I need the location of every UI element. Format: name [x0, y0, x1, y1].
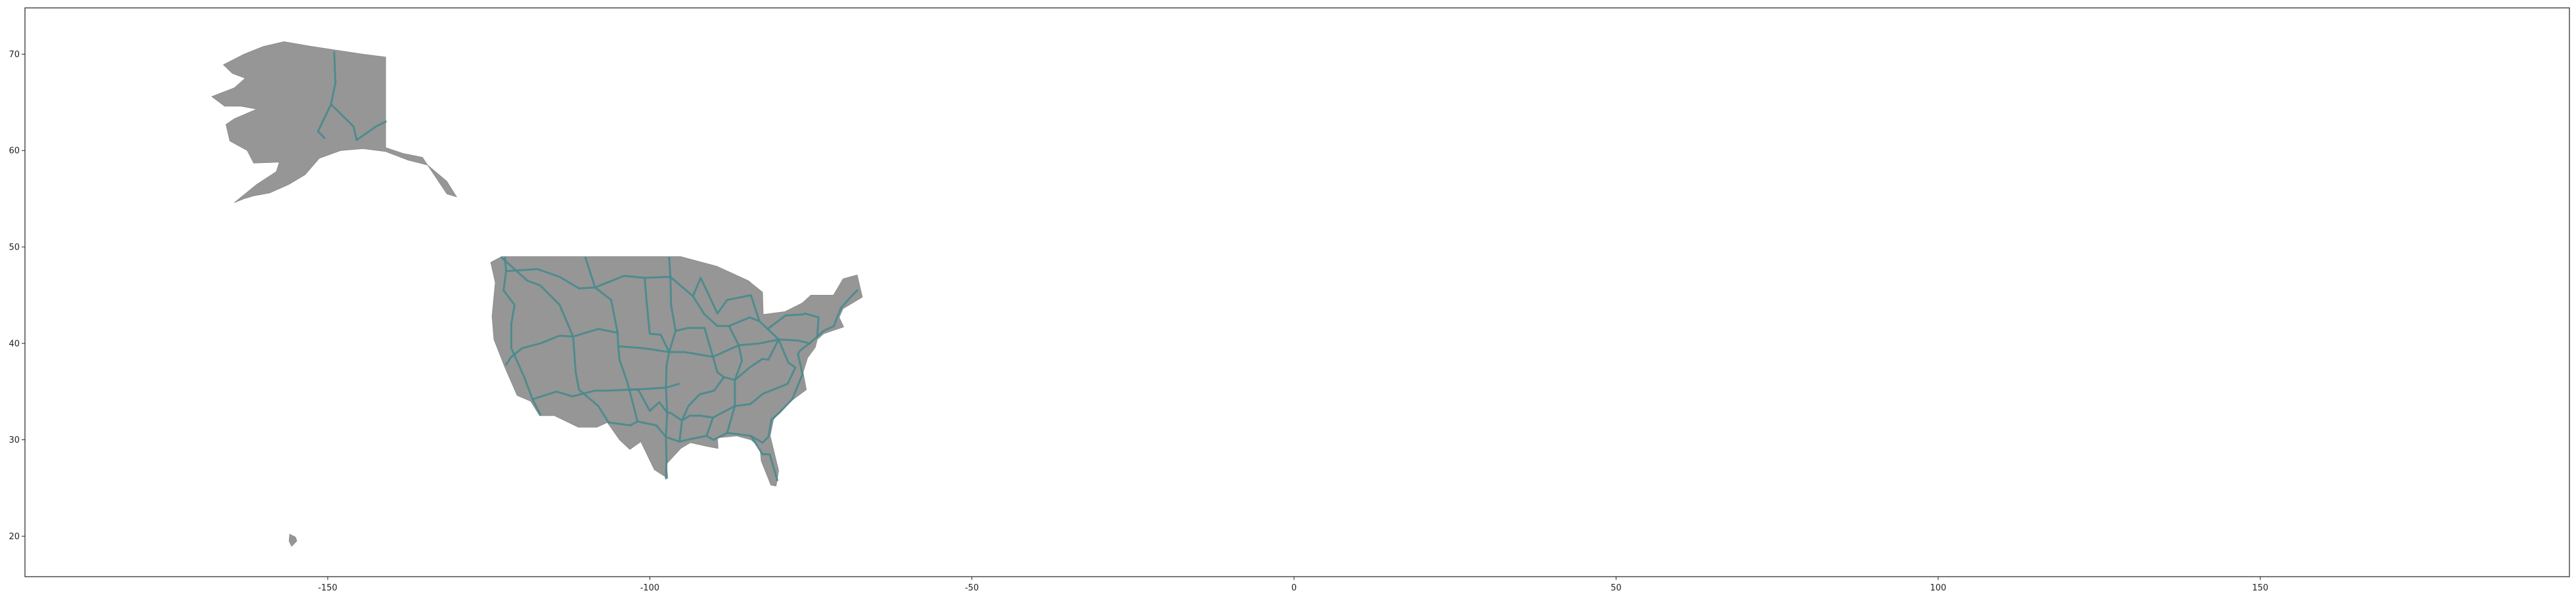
axes-frame — [24, 7, 2570, 577]
pipeline-line — [816, 289, 858, 338]
x-tick-label: 150 — [2252, 583, 2269, 593]
x-tick-label: -50 — [965, 583, 979, 593]
pipeline-line — [644, 277, 671, 353]
pipeline-line — [317, 103, 332, 139]
y-tick-label: 50 — [9, 243, 20, 253]
pipeline-line — [675, 326, 725, 378]
x-tick-label: -100 — [640, 583, 660, 593]
pipeline-line — [584, 256, 639, 423]
y-tick-label: 40 — [9, 339, 20, 349]
pipeline-line — [502, 256, 542, 416]
y-tick-label: 60 — [9, 146, 20, 156]
pipeline-line — [712, 342, 811, 444]
pipeline-line — [692, 295, 744, 434]
pipeline-lines-layer — [317, 51, 858, 481]
pipeline-line — [531, 382, 680, 401]
pipeline-line — [766, 312, 820, 338]
pipeline-line — [705, 316, 797, 437]
x-tick-label: 50 — [1610, 583, 1622, 593]
land-alaska — [211, 41, 458, 203]
x-tick-label: 0 — [1291, 583, 1297, 593]
y-tick-label: 20 — [9, 532, 20, 542]
land-hawaii — [288, 533, 298, 547]
y-axis: 20 30 40 50 60 70 — [9, 50, 25, 542]
pipeline-line — [665, 460, 668, 479]
x-tick-label: -150 — [318, 583, 338, 593]
x-axis: -150 -100 -50 0 50 100 150 — [318, 577, 2269, 593]
plot-area — [24, 7, 2570, 577]
pipeline-line — [505, 268, 761, 322]
x-tick-label: 100 — [1930, 583, 1946, 593]
y-tick-label: 30 — [9, 435, 20, 445]
pipeline-line — [665, 256, 677, 462]
pipeline-line — [629, 388, 714, 422]
pipeline-line — [355, 120, 387, 141]
y-tick-label: 70 — [9, 50, 20, 60]
pipeline-line — [505, 328, 619, 366]
pipeline-line — [749, 435, 778, 481]
